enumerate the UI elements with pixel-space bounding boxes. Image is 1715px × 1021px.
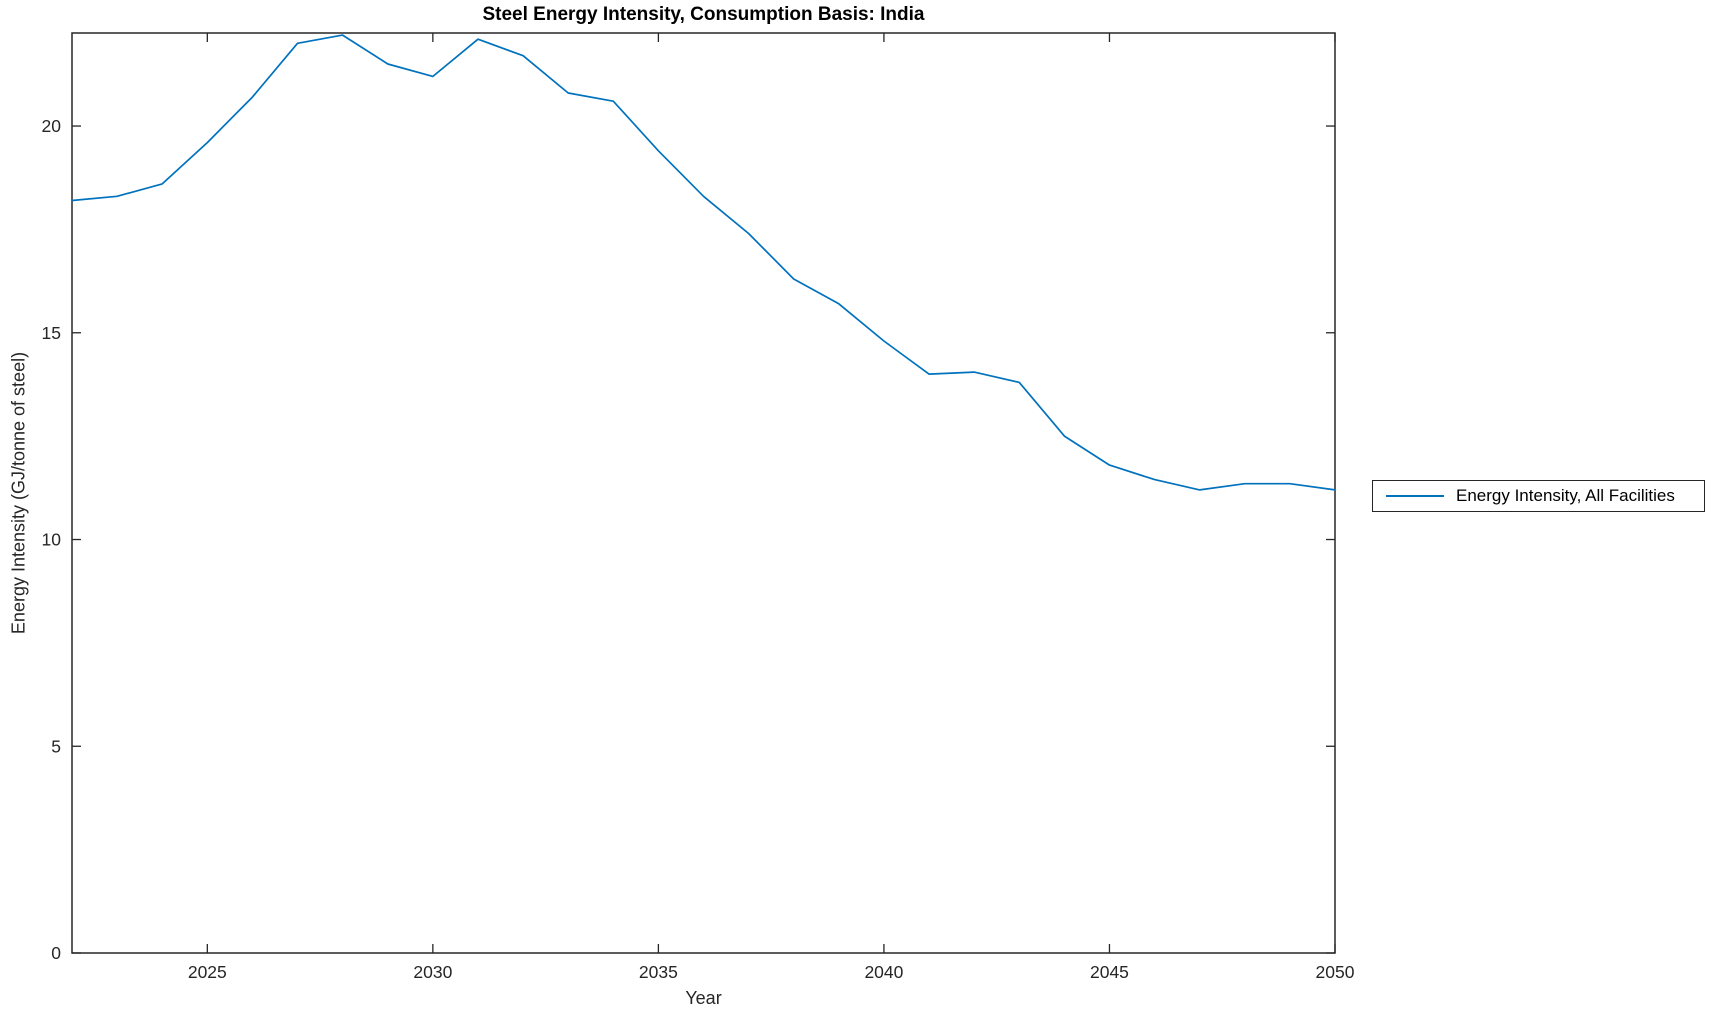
y-tick-label: 15 — [42, 323, 61, 343]
x-tick-label: 2030 — [413, 962, 452, 982]
data-series-line — [71, 34, 1336, 491]
x-tick-label: 2040 — [864, 962, 903, 982]
x-tick-label: 2035 — [639, 962, 678, 982]
legend-line-sample — [1386, 495, 1444, 497]
y-tick-label: 0 — [51, 943, 61, 963]
legend: Energy Intensity, All Facilities — [1372, 480, 1705, 512]
y-tick-label: 20 — [42, 116, 62, 136]
x-tick-label: 2025 — [188, 962, 227, 982]
x-tick-label: 2045 — [1090, 962, 1129, 982]
y-tick-label: 5 — [51, 736, 61, 756]
x-axis-label: Year — [685, 988, 722, 1008]
plot-box — [71, 32, 1336, 954]
legend-item-label: Energy Intensity, All Facilities — [1456, 486, 1675, 505]
chart-title: Steel Energy Intensity, Consumption Basi… — [482, 4, 925, 25]
y-tick-label: 10 — [42, 530, 62, 550]
x-tick-label: 2050 — [1316, 962, 1355, 982]
